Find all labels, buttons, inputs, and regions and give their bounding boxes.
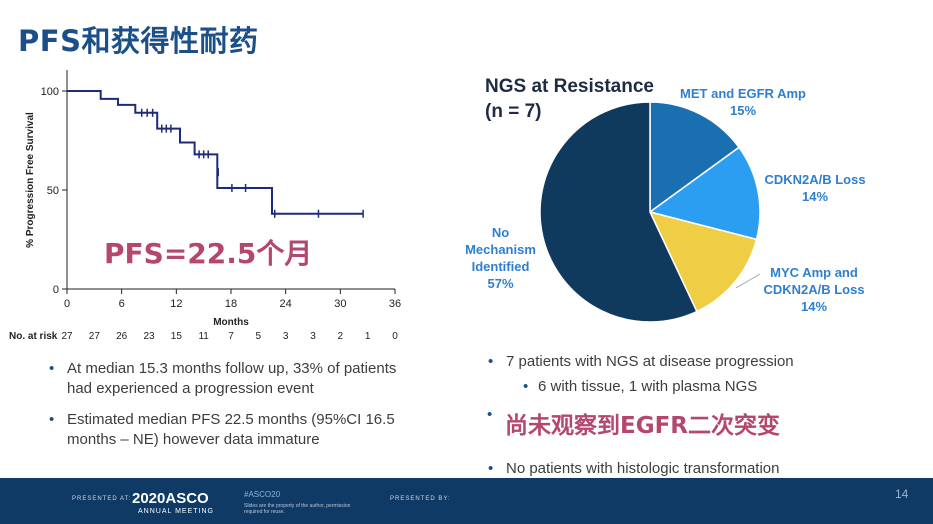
km-y-axis-label: % Progression Free Survival	[25, 112, 36, 248]
risk-value: 27	[61, 331, 73, 342]
slide-title: PFS和获得性耐药	[18, 24, 259, 58]
footer-annual-meeting: ANNUAL MEETING	[138, 508, 214, 515]
km-chart: % Progression Free Survival 100 50 0 0 6 12 1…	[25, 70, 401, 328]
km-x-axis-label: Months	[213, 317, 249, 328]
pie-slice	[539, 101, 698, 323]
risk-value: 3	[310, 331, 316, 342]
km-x-tick-label: 18	[225, 298, 237, 310]
right-bullet-2-dot: •	[487, 406, 493, 423]
page-number: 14	[895, 487, 909, 501]
right-bullet-1: 7 patients with NGS at disease progressi…	[488, 353, 794, 370]
km-x-tick-label: 36	[389, 298, 401, 310]
km-x-tick-label: 24	[280, 298, 292, 310]
number-at-risk-row: No. at risk 27 27 26 23 15 11 7 5 3 3 2 1 0	[0, 331, 420, 345]
pie-label-none-line3: Identified	[471, 259, 530, 274]
pie-label-none: No Mechanism Identified 57%	[453, 224, 548, 292]
pie-heading-line1: NGS at Resistance	[485, 76, 654, 97]
pie-label-met-pct: 15%	[729, 103, 757, 118]
pie-label-met: MET and EGFR Amp 15%	[668, 85, 818, 119]
pie-label-none-pct: 57%	[487, 276, 514, 291]
km-y-tick-label: 50	[47, 185, 59, 197]
km-x-ticks: 0 6 12 18 24 30 36	[64, 289, 401, 310]
pie-label-myc: MYC Amp and CDKN2A/B Loss 14%	[758, 264, 870, 315]
risk-value: 23	[143, 331, 155, 342]
pfs-highlight-label: PFS=22.5个月	[104, 237, 313, 270]
km-y-tick-label: 0	[53, 284, 59, 296]
pie-slice	[649, 101, 741, 214]
pie-heading: NGS at Resistance (n = 7)	[485, 74, 654, 124]
km-x-tick-label: 12	[170, 298, 182, 310]
left-bullet-1: At median 15.3 months follow up, 33% of …	[45, 359, 415, 399]
pie-label-myc-line2: CDKN2A/B Loss	[763, 282, 865, 297]
pie-label-none-line1: No	[491, 225, 510, 240]
km-x-tick-label: 0	[64, 298, 70, 310]
footer-bar: PRESENTED AT: 2020ASCO ANNUAL MEETING #A…	[0, 478, 933, 524]
risk-value: 5	[255, 331, 262, 342]
pie-myc-leader-line	[735, 273, 761, 289]
ngs-pie-chart	[539, 101, 761, 323]
footer-hashtag: #ASCO20	[244, 490, 281, 499]
pie-slice	[648, 210, 758, 313]
left-bullets: At median 15.3 months follow up, 33% of …	[45, 359, 415, 461]
right-bullet-3: No patients with histologic transformati…	[488, 460, 779, 477]
left-bullet-2: Estimated median PFS 22.5 months (95%CI …	[45, 410, 415, 450]
risk-value: 26	[116, 331, 128, 342]
km-survival-curve	[67, 90, 364, 215]
pie-label-met-name: MET and EGFR Amp	[680, 86, 806, 101]
footer-permission-note: Slides are the property of the author, p…	[244, 503, 351, 515]
km-x-tick-label: 30	[334, 298, 346, 310]
risk-value: 15	[170, 331, 182, 342]
pie-label-cdkn-name: CDKN2A/B Loss	[764, 172, 866, 187]
pie-slice	[648, 146, 761, 241]
right-bullet-1-sub: 6 with tissue, 1 with plasma NGS	[523, 378, 757, 395]
risk-value: 0	[392, 331, 398, 342]
risk-value: 7	[228, 331, 234, 342]
pie-label-myc-pct: 14%	[800, 299, 828, 314]
pie-label-myc-line1: MYC Amp and	[770, 265, 858, 280]
footer-presented-at: PRESENTED AT:	[72, 496, 132, 502]
risk-value: 1	[364, 331, 371, 342]
pie-label-cdkn-pct: 14%	[801, 189, 829, 204]
risk-value: 2	[337, 331, 344, 342]
footer-asco-logo: 2020ASCO	[132, 490, 209, 507]
pie-label-none-line2: Mechanism	[465, 242, 536, 257]
km-x-tick-label: 6	[119, 298, 125, 310]
km-y-ticks: 100 50 0	[41, 86, 67, 296]
right-bullet-2-cn: 尚未观察到EGFR二次突变	[505, 413, 781, 439]
pie-label-cdkn: CDKN2A/B Loss 14%	[760, 171, 870, 205]
pie-heading-line2: (n = 7)	[485, 101, 542, 122]
risk-value: 27	[88, 331, 100, 342]
km-y-tick-label: 100	[41, 86, 59, 98]
risk-value: 3	[282, 331, 289, 342]
risk-value: 11	[198, 331, 209, 342]
footer-presented-by: PRESENTED BY:	[390, 496, 451, 502]
km-censor-marks	[140, 108, 364, 218]
risk-label: No. at risk	[9, 331, 58, 342]
